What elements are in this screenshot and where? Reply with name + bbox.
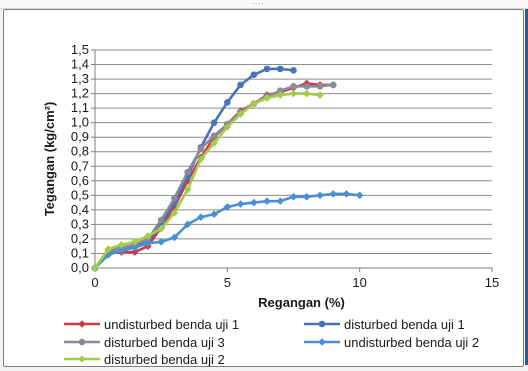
series-3-point [197,145,205,153]
y-tick-label: 0,2 [71,231,89,246]
y-tick-label: 0,5 [71,187,89,202]
series-4-point [183,220,192,229]
series-4-point [117,246,126,255]
series-4-point [342,190,351,198]
y-tick-label: 1,5 [71,42,89,57]
series-5-point [316,91,324,99]
legend-marker [318,320,326,328]
y-tick-label: 1,2 [71,86,89,101]
series-2-point [210,119,218,126]
line-chart: 0,00,10,20,30,40,50,60,70,80,91,01,11,21… [42,42,499,366]
y-tick-label: 1,0 [71,115,89,130]
series-5-point [263,94,271,102]
series-5-point [210,139,218,147]
series-3-point [290,83,297,90]
x-tick-label: 0 [91,275,98,290]
series-5-point [197,155,205,163]
y-tick-label: 0,8 [71,144,89,159]
x-tick-label: 5 [224,275,231,290]
y-tick-label: 0,4 [71,202,89,217]
series-4-point [210,210,218,219]
legend-entry: disturbed benda uji 1 [344,317,465,332]
series-line-3 [93,83,334,269]
series-5-point [144,232,152,240]
series-3-point [316,83,324,90]
series-4-point [170,233,179,242]
series-5-point [236,110,245,118]
series-5-point [183,185,192,194]
series-5-point [104,245,113,253]
legend-marker [78,338,86,346]
series-4-point [144,239,152,248]
series-5-point [130,238,139,246]
series-3-point [303,83,311,90]
series-4-point [276,197,285,205]
y-axis-title: Tegangan (kg/cm²) [42,102,57,217]
window-top-grip[interactable]: .... [0,0,528,9]
series-5-point [117,240,126,249]
series-4-point [223,203,232,211]
y-tick-label: 1,3 [71,71,89,86]
series-line-1 [94,82,334,269]
series-3-point [276,87,284,94]
x-tick-label: 15 [485,275,499,290]
grip-dots: .... [252,0,265,6]
y-tick-label: 1,1 [71,100,89,115]
window-right-edge [525,9,528,365]
series-5-point [170,208,179,217]
legend-marker [318,338,326,346]
series-2-point [250,71,258,79]
series-4-point [289,192,298,201]
series-2-point [290,67,297,74]
series-4-point [250,198,258,207]
legend-marker [78,355,86,363]
series-2-point [263,65,271,73]
series-5-point [289,89,298,98]
series-4-point [130,243,139,252]
y-tick-label: 0,1 [71,245,89,260]
y-tick-label: 0,9 [71,129,89,144]
series-3-point [210,132,218,140]
legend-entry: undisturbed benda uji 1 [104,317,239,332]
y-tick-label: 0,6 [71,173,89,188]
series-3-point [184,168,191,176]
x-axis-title: Regangan (%) [258,295,345,310]
series-5-point [157,224,165,233]
legend-marker [78,320,86,328]
series-5-point [223,123,232,131]
series-5-point [250,99,258,108]
series-4-point [329,190,337,198]
series-4-point [263,197,271,205]
series-5-point [91,264,99,272]
series-2-point [237,81,244,89]
x-tick-label: 10 [352,275,366,290]
legend-entry: disturbed benda uji 3 [104,335,225,350]
series-4-point [104,251,113,259]
series-2-point [224,99,231,106]
series-4-point [355,191,364,200]
series-5-point [302,89,311,98]
series-4-point [197,213,205,221]
series-3-point [157,216,165,224]
series-1-point [170,203,179,211]
series-4-point [302,192,311,201]
legend-entry: disturbed benda uji 2 [104,352,225,366]
chart-area[interactable]: 0,0 0,1 0,2 0,3 0,4 0,5 0,6 0,7 0,8 0,9 1,0 1,1 1,2 1… [3,9,524,367]
series-4-point [236,200,245,208]
series-1-point [130,248,139,256]
y-tick-label: 0,3 [71,216,89,231]
series-2-point [276,65,284,73]
y-tick-label: 1,4 [71,57,89,72]
series-4-point [157,238,165,246]
series-3-point [171,194,178,202]
y-tick-label: 0,7 [71,158,89,173]
series-4-point [316,191,324,200]
series-3-point [329,81,337,89]
series-5-point [276,91,285,99]
y-tick-label: 0,0 [71,260,89,275]
legend-entry: undisturbed benda uji 2 [344,335,479,350]
